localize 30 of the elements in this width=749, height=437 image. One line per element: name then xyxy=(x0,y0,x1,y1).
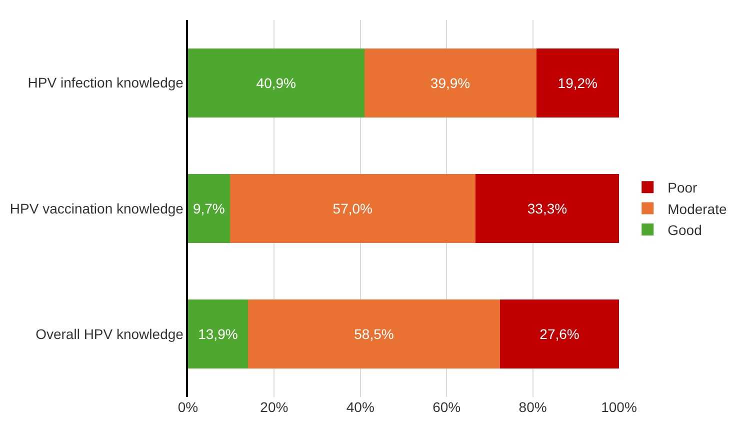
bar xyxy=(188,300,248,369)
data-label: 19,2% xyxy=(558,74,598,91)
data-label: 9,7% xyxy=(192,200,225,216)
bar xyxy=(500,300,619,369)
bar xyxy=(188,174,230,244)
data-label: 33,3% xyxy=(527,200,568,216)
data-label: 57,0% xyxy=(332,200,372,216)
bar xyxy=(475,174,619,244)
y-tick-label: HPV infection knowledge xyxy=(28,74,184,91)
data-label: 39,9% xyxy=(430,74,470,91)
bar xyxy=(188,48,364,118)
data-label: 13,9% xyxy=(198,326,238,342)
data-label: 40,9% xyxy=(256,74,296,91)
legend-label: Good xyxy=(668,222,702,238)
data-label: 27,6% xyxy=(540,326,580,342)
legend-label: Moderate xyxy=(668,200,727,217)
bar xyxy=(248,300,500,369)
x-tick-label: 40% xyxy=(346,399,374,415)
x-tick-label: 20% xyxy=(260,399,288,415)
y-tick-label: Overall HPV knowledge xyxy=(36,326,184,342)
x-tick-label: 80% xyxy=(518,399,547,415)
y-tick-label: HPV vaccination knowledge xyxy=(10,200,184,216)
bar xyxy=(536,48,619,118)
x-tick-label: 0% xyxy=(178,399,198,415)
bar xyxy=(364,48,536,118)
bar xyxy=(230,174,476,244)
legend-label: Poor xyxy=(668,180,698,196)
x-tick-label: 60% xyxy=(432,399,461,415)
x-tick-label: 100% xyxy=(601,399,637,415)
data-label: 58,5% xyxy=(354,326,394,342)
